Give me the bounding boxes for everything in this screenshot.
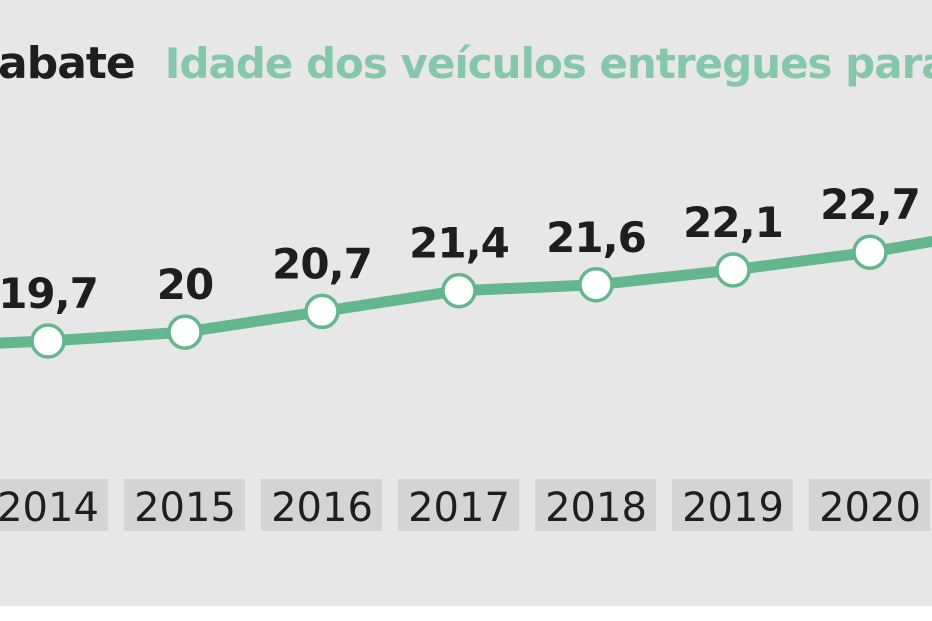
- chart-panel: abate Idade dos veículos entregues para a…: [0, 0, 932, 606]
- data-point-2018: [578, 267, 614, 303]
- x-tick-box-2019: [672, 479, 793, 531]
- data-label-2015: 20: [157, 260, 213, 309]
- data-label-2019: 22,1: [683, 198, 783, 247]
- x-tick-box-2018: [535, 479, 656, 531]
- x-tick-label-2017: 2017: [408, 485, 510, 531]
- data-point-2017: [441, 272, 477, 309]
- data-point-2019: [715, 252, 751, 288]
- data-label-2016: 20,7: [272, 239, 372, 288]
- chart-header: abate Idade dos veículos entregues para a: [0, 38, 932, 89]
- data-label-2020: 22,7: [820, 180, 920, 229]
- x-tick-label-2015: 2015: [134, 485, 236, 531]
- x-tick-box-2016: [261, 479, 382, 531]
- data-point-2020: [852, 234, 888, 270]
- line-chart: 19,7 20 20,7 21,4 21,6 22,1 22,7 2014 2015 2016 2…: [0, 180, 932, 531]
- data-point-2016: [304, 293, 340, 330]
- data-label-2018: 21,6: [546, 213, 646, 262]
- x-tick-label-2014: 2014: [0, 485, 99, 531]
- x-tick-label-2018: 2018: [545, 485, 647, 531]
- chart-subtitle: Idade dos veículos entregues para a: [164, 39, 932, 88]
- data-label-2014: 19,7: [0, 269, 98, 318]
- data-point-2014: [30, 323, 66, 359]
- x-tick-label-2019: 2019: [682, 485, 784, 531]
- data-label-2017: 21,4: [409, 219, 509, 268]
- x-tick-label-2016: 2016: [271, 485, 373, 531]
- data-point-2015: [167, 314, 203, 350]
- x-tick-label-2020: 2020: [819, 485, 921, 531]
- x-tick-box-2015: [124, 479, 245, 531]
- x-tick-box-2014: [0, 479, 108, 531]
- chart-title: abate: [0, 38, 136, 89]
- x-tick-box-2020: [809, 479, 930, 531]
- x-tick-box-2017: [398, 479, 519, 531]
